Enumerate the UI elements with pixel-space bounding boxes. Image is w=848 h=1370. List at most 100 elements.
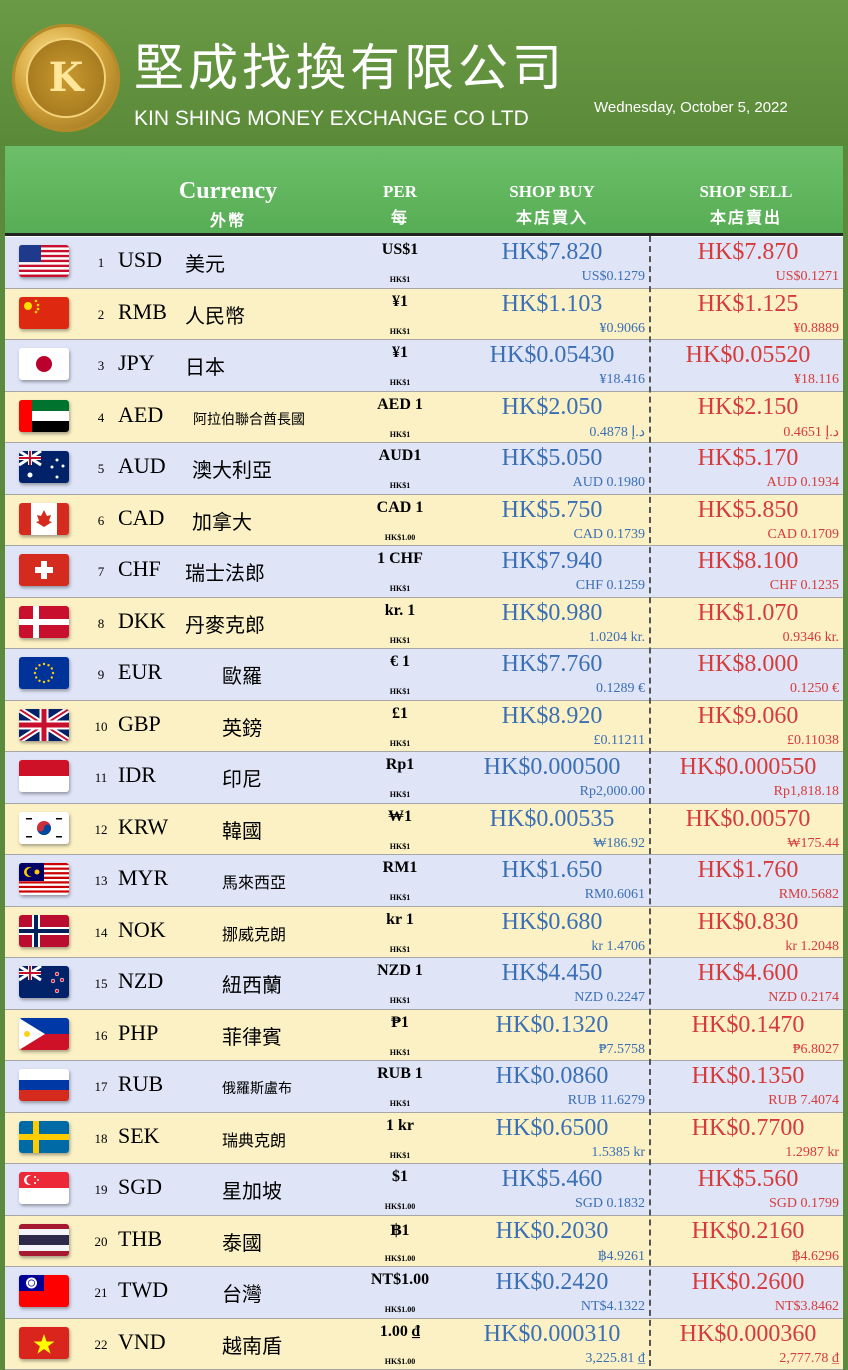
per-unit-hk: HK$1 (350, 481, 450, 490)
shop-buy-rate: HK$0.6500 (457, 1115, 647, 1142)
ch-flag-icon (19, 554, 69, 586)
per-unit-hk: HK$1.00 (350, 1202, 450, 1211)
per-unit: US$1 (350, 241, 450, 259)
shop-buy-inverse: ₱7.5758 (457, 1042, 645, 1058)
column-shop-buy: SHOP BUY 本店買入 (457, 182, 647, 228)
per-unit: NT$1.00 (350, 1271, 450, 1289)
date-label: Wednesday, October 5, 2022 (594, 99, 788, 116)
shop-buy-inverse: 1.0204 kr. (457, 630, 645, 646)
currency-code: DKK (118, 608, 166, 634)
currency-name: 泰國 (222, 1227, 262, 1256)
row-number: 13 (91, 873, 111, 889)
row-number: 21 (91, 1285, 111, 1301)
currency-code: AUD (118, 453, 166, 479)
per-unit-hk: HK$1 (350, 1099, 450, 1108)
per-unit: CAD 1 (350, 499, 450, 517)
currency-name: 人民幣 (185, 300, 245, 329)
currency-code: EUR (118, 659, 162, 685)
row-number: 17 (91, 1079, 111, 1095)
currency-name: 馬來西亞 (222, 869, 286, 893)
per-unit-hk: HK$1 (350, 996, 450, 1005)
currency-name: 英鎊 (222, 712, 262, 741)
currency-code: AED (118, 402, 163, 428)
shop-buy-inverse: 3,225.81 ₫ (457, 1351, 645, 1367)
per-unit-hk: HK$1 (350, 842, 450, 851)
shop-buy-rate: HK$0.2420 (457, 1269, 647, 1296)
shop-sell-rate: HK$5.850 (653, 497, 843, 524)
currency-code: PHP (118, 1020, 158, 1046)
shop-sell-inverse: US$0.1271 (653, 269, 839, 285)
company-name-english: KIN SHING MONEY EXCHANGE CO LTD (134, 106, 529, 132)
currency-code: SGD (118, 1174, 162, 1200)
no-flag-icon (19, 915, 69, 947)
shop-buy-inverse: CHF 0.1259 (457, 578, 645, 594)
row-number: 7 (91, 564, 111, 580)
column-sell-zh: 本店賣出 (651, 204, 841, 228)
shop-sell-rate: HK$8.000 (653, 651, 843, 678)
currency-name: 日本 (185, 351, 225, 380)
shop-sell-inverse: 0.1250 € (653, 681, 839, 697)
per-unit: ฿1 (350, 1220, 450, 1240)
currency-code: CAD (118, 505, 164, 531)
row-number: 11 (91, 770, 111, 786)
row-number: 9 (91, 667, 111, 683)
shop-sell-inverse: 1.2987 kr (653, 1145, 839, 1161)
shop-sell-rate: HK$0.2600 (653, 1269, 843, 1296)
logo-emblem: K (26, 38, 106, 118)
column-currency-zh: 外幣 (133, 207, 323, 231)
per-unit: RM1 (350, 859, 450, 877)
shop-buy-rate: HK$7.760 (457, 651, 647, 678)
row-number: 20 (91, 1234, 111, 1250)
column-sell-en: SHOP SELL (651, 182, 841, 202)
ca-flag-icon (19, 503, 69, 535)
shop-sell-inverse: CHF 0.1235 (653, 578, 839, 594)
my-flag-icon (19, 863, 69, 895)
shop-sell-rate: HK$0.00570 (653, 806, 843, 833)
row-number: 16 (91, 1028, 111, 1044)
per-unit-hk: HK$1 (350, 378, 450, 387)
shop-buy-rate: HK$7.940 (457, 548, 647, 575)
per-unit-hk: HK$1 (350, 636, 450, 645)
row-number: 15 (91, 976, 111, 992)
currency-name: 阿拉伯聯合酋長國 (193, 409, 305, 429)
shop-sell-rate: HK$5.560 (653, 1166, 843, 1193)
shop-sell-rate: HK$0.830 (653, 909, 843, 936)
per-unit-hk: HK$1.00 (350, 533, 450, 542)
shop-sell-inverse: 0.9346 kr. (653, 630, 839, 646)
shop-buy-inverse: ฿4.9261 (457, 1248, 645, 1265)
currency-name: 星加坡 (222, 1175, 282, 1204)
shop-sell-rate: HK$1.070 (653, 600, 843, 627)
per-unit-hk: HK$1 (350, 945, 450, 954)
shop-buy-rate: HK$1.103 (457, 291, 647, 318)
shop-buy-inverse: NT$4.1322 (457, 1299, 645, 1315)
per-unit: ¥1 (350, 293, 450, 311)
shop-sell-rate: HK$0.2160 (653, 1218, 843, 1245)
currency-code: THB (118, 1226, 162, 1252)
shop-buy-rate: HK$0.000310 (457, 1321, 647, 1348)
currency-name: 美元 (185, 248, 225, 277)
shop-buy-inverse: RUB 11.6279 (457, 1093, 645, 1109)
id-flag-icon (19, 760, 69, 792)
column-per: PER 每 (350, 182, 450, 228)
row-number: 18 (91, 1131, 111, 1147)
shop-buy-inverse: Rp2,000.00 (457, 784, 645, 800)
shop-buy-inverse: RM0.6061 (457, 887, 645, 903)
shop-buy-rate: HK$2.050 (457, 394, 647, 421)
per-unit-hk: HK$1 (350, 275, 450, 284)
shop-sell-inverse: ฿4.6296 (653, 1248, 839, 1265)
shop-buy-rate: HK$5.750 (457, 497, 647, 524)
currency-name: 加拿大 (192, 506, 252, 535)
shop-sell-inverse: NZD 0.2174 (653, 990, 839, 1006)
per-unit-hk: HK$1 (350, 687, 450, 696)
currency-code: GBP (118, 711, 161, 737)
row-number: 2 (91, 307, 111, 323)
